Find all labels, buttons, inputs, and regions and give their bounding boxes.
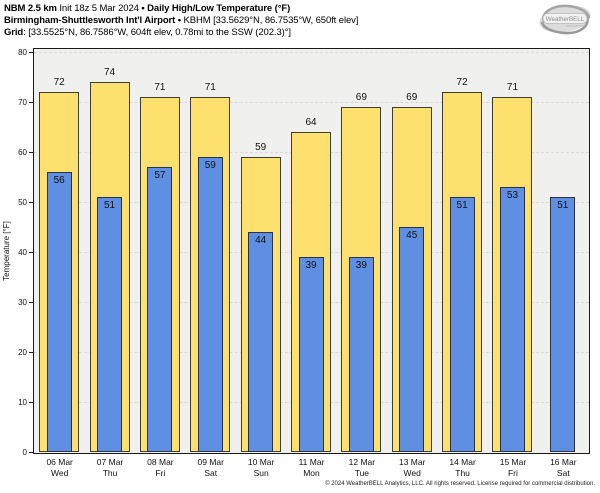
low-bar-06-Mar — [46, 172, 72, 452]
y-tick-mark-70 — [29, 102, 33, 103]
low-value-label: 57 — [154, 170, 166, 181]
title-segment: KBHM [33.5629°N, 86.7535°W, 650ft elev] — [183, 15, 359, 26]
title-segment: • — [177, 15, 184, 26]
x-tick-date-15-Mar: 15 Mar — [499, 457, 527, 467]
low-value-label: 51 — [456, 200, 468, 211]
low-bar-11-Mar — [298, 257, 324, 452]
x-tick-weekday-08-Mar: Fri — [155, 468, 166, 478]
high-value-label: 59 — [255, 142, 267, 153]
x-tick-date-10-Mar: 10 Mar — [247, 457, 275, 467]
y-tick-label-40: 40 — [18, 247, 27, 257]
weatherbell-logo: WeatherBELL — [536, 2, 594, 40]
high-value-label: 72 — [53, 77, 65, 88]
y-tick-label-70: 70 — [18, 97, 27, 107]
high-value-label: 72 — [456, 77, 468, 88]
title-segment: : [33.5525°N, 86.7586°W, 604ft elev, 0.7… — [23, 27, 291, 38]
y-tick-label-20: 20 — [18, 347, 27, 357]
high-value-label: 69 — [355, 92, 367, 103]
low-value-label: 59 — [204, 160, 216, 171]
x-tick-date-11-Mar: 11 Mar — [298, 457, 325, 467]
low-bar-13-Mar — [399, 227, 425, 452]
low-value-label: 39 — [305, 260, 317, 271]
high-value-label: 69 — [406, 92, 418, 103]
x-tick-date-09-Mar: 09 Mar — [197, 457, 224, 467]
high-value-label: 64 — [305, 117, 317, 128]
x-tick-date-07-Mar: 07 Mar — [96, 457, 124, 467]
low-bar-07-Mar — [97, 197, 123, 452]
y-tick-mark-0 — [29, 452, 33, 453]
x-tick-weekday-10-Mar: Sun — [253, 468, 269, 478]
title-segment: • Daily High/Low Temperature (°F) — [141, 3, 291, 14]
low-bar-15-Mar — [499, 187, 525, 452]
y-tick-mark-60 — [29, 152, 33, 153]
high-value-label: 71 — [154, 82, 166, 93]
low-value-label: 51 — [103, 200, 116, 211]
title-segment: Init 18z 5 Mar 2024 — [59, 3, 142, 14]
y-tick-mark-40 — [29, 252, 33, 253]
y-tick-mark-20 — [29, 352, 33, 353]
low-value-label: 53 — [506, 190, 519, 201]
weatherbell-logo-text: WeatherBELL — [546, 16, 585, 23]
low-value-label: 56 — [53, 175, 65, 186]
y-tick-label-0: 0 — [22, 447, 27, 457]
low-value-label: 45 — [406, 230, 418, 241]
low-bar-16-Mar — [550, 197, 576, 452]
x-tick-date-12-Mar: 12 Mar — [348, 457, 376, 467]
x-tick-weekday-06-Mar: Wed — [51, 468, 69, 478]
x-tick-weekday-11-Mar: Mon — [303, 468, 320, 478]
y-tick-label-60: 60 — [18, 147, 27, 157]
x-tick-weekday-16-Mar: Sat — [556, 468, 570, 478]
low-value-label: 39 — [355, 260, 367, 271]
low-bar-14-Mar — [449, 197, 475, 452]
low-bar-12-Mar — [348, 257, 374, 452]
x-tick-date-13-Mar: 13 Mar — [398, 457, 426, 467]
gridline-70 — [34, 102, 589, 103]
low-bar-09-Mar — [197, 157, 223, 452]
x-tick-weekday-14-Mar: Thu — [455, 468, 470, 478]
x-tick-date-16-Mar: 16 Mar — [550, 457, 577, 467]
high-value-label: 74 — [103, 67, 116, 78]
title-line-2: Birmingham-Shuttlesworth Int'l Airport •… — [4, 15, 524, 27]
x-tick-weekday-12-Mar: Tue — [354, 468, 370, 478]
x-tick-weekday-13-Mar: Wed — [403, 468, 421, 478]
plot-area: 72 56 74 51 71 57 71 59 59 44 64 39 69 39 69 45 72 51 71 53… — [33, 48, 590, 454]
x-tick-weekday-09-Mar: Sat — [204, 468, 218, 478]
copyright-notice: © 2024 WeatherBELL Analytics, LLC. All r… — [325, 481, 595, 487]
chart-title-block: NBM 2.5 km Init 18z 5 Mar 2024 • Daily H… — [4, 3, 524, 39]
weatherbell-swirl-icon: WeatherBELL — [539, 4, 591, 35]
y-tick-mark-30 — [29, 302, 33, 303]
gridline-80 — [34, 52, 589, 53]
x-tick-date-06-Mar: 06 Mar — [46, 457, 73, 467]
y-tick-label-80: 80 — [18, 47, 27, 57]
x-tick-weekday-15-Mar: Fri — [507, 468, 518, 478]
low-value-label: 44 — [255, 235, 267, 246]
title-segment: Grid — [4, 27, 24, 38]
title-segment: NBM 2.5 km — [4, 3, 60, 14]
title-line-1: NBM 2.5 km Init 18z 5 Mar 2024 • Daily H… — [4, 3, 524, 15]
low-bar-08-Mar — [147, 167, 173, 452]
y-tick-mark-80 — [29, 52, 33, 53]
high-value-label: 71 — [506, 82, 519, 93]
y-tick-mark-10 — [29, 402, 33, 403]
x-tick-weekday-07-Mar: Thu — [102, 468, 118, 478]
x-tick-date-08-Mar: 08 Mar — [147, 457, 174, 467]
y-tick-label-10: 10 — [18, 397, 27, 407]
title-segment: Birmingham-Shuttlesworth Int'l Airport — [4, 15, 178, 26]
high-value-label: 71 — [204, 82, 216, 93]
y-tick-mark-50 — [29, 202, 33, 203]
low-value-label: 51 — [557, 200, 569, 211]
low-bar-10-Mar — [248, 232, 274, 452]
title-line-3: Grid: [33.5525°N, 86.7586°W, 604ft elev,… — [4, 27, 524, 39]
x-tick-date-14-Mar: 14 Mar — [449, 457, 476, 467]
y-tick-label-50: 50 — [18, 197, 27, 207]
y-tick-label-30: 30 — [18, 297, 27, 307]
